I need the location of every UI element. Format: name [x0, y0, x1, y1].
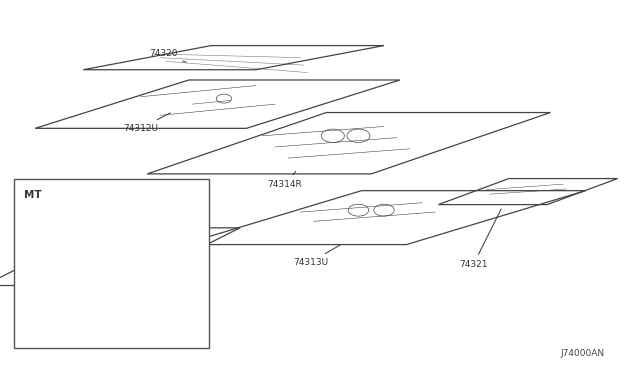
Text: 74314R: 74314R — [268, 171, 302, 189]
Bar — [14, 179, 209, 348]
Text: MT: MT — [24, 190, 42, 200]
Text: 74321: 74321 — [460, 209, 501, 269]
Text: 74312U: 74312U — [124, 113, 170, 133]
Text: 74320: 74320 — [149, 49, 186, 62]
Text: 74314R: 74314R — [104, 300, 139, 319]
Text: 74313U: 74313U — [293, 245, 340, 267]
Text: J74000AN: J74000AN — [561, 349, 605, 358]
